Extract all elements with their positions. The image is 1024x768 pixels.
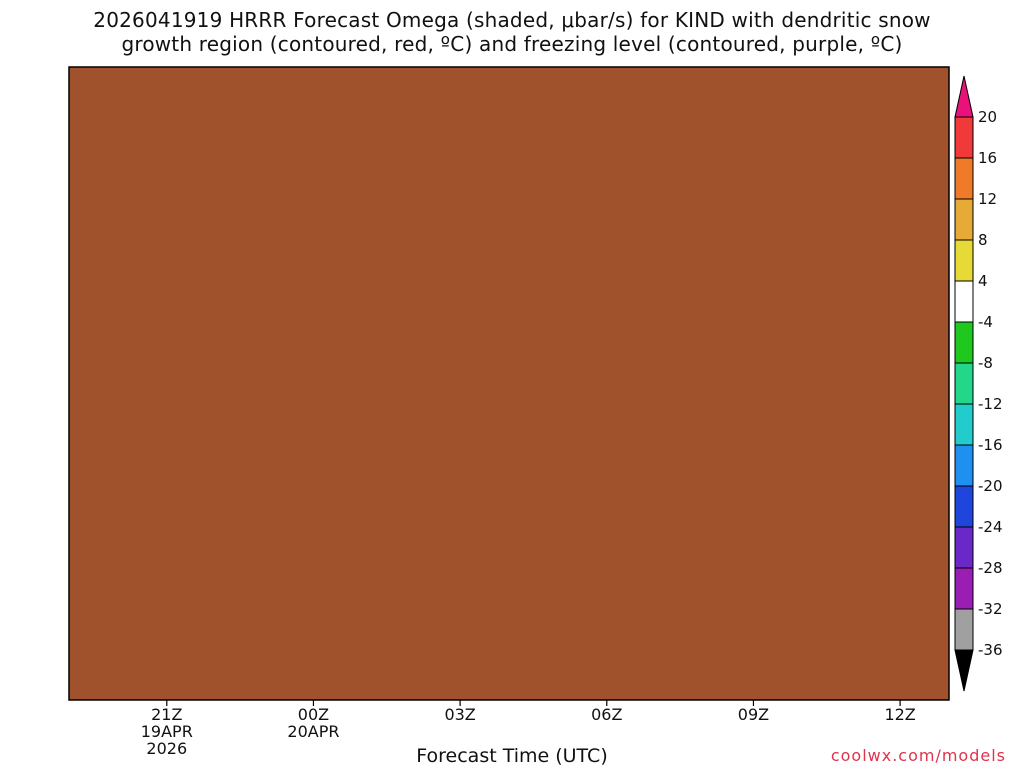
colorbar-label: -28 [978, 559, 1003, 577]
terrain-ground [69, 67, 949, 700]
colorbar-label: -20 [978, 477, 1003, 495]
plot-frame [68, 66, 950, 701]
chart-title-line-2: growth region (contoured, red, ºC) and f… [121, 32, 903, 56]
colorbar-segment [954, 362, 974, 405]
x-tick-label: 2026 [146, 739, 187, 758]
colorbar-segment [954, 567, 974, 610]
colorbar-segment [954, 239, 974, 282]
colorbar-segment [954, 321, 974, 364]
x-tick-label: 21Z [151, 705, 182, 724]
colorbar-top-arrow [954, 75, 974, 118]
x-axis-label: Forecast Time (UTC) [416, 745, 608, 767]
colorbar-label: 12 [978, 190, 997, 208]
chart-title-line-1: 2026041919 HRRR Forecast Omega (shaded, … [93, 8, 931, 32]
colorbar-segment [954, 444, 974, 487]
colorbar-segment [954, 116, 974, 159]
colorbar-segment [954, 526, 974, 569]
colorbar-segment [954, 198, 974, 241]
colorbar-label: 4 [978, 272, 988, 290]
colorbar-segment [954, 403, 974, 446]
colorbar-segment [954, 157, 974, 200]
x-tick-label: 00Z [298, 705, 329, 724]
x-tick-label: 19APR [141, 722, 193, 741]
colorbar-label: -4 [978, 313, 993, 331]
colorbar: 20 16 12 8 4 -4 -8 -12 -16 -20 -24 -28 -32 -36 [954, 75, 1003, 692]
colorbar-label: -16 [978, 436, 1003, 454]
colorbar-label: -24 [978, 518, 1003, 536]
x-tick-label: 03Z [444, 705, 475, 724]
colorbar-segment [954, 485, 974, 528]
x-tick-label: 09Z [738, 705, 769, 724]
terrain-fill [69, 67, 949, 700]
site-credit[interactable]: coolwx.com/models [830, 746, 1006, 765]
colorbar-label: -12 [978, 395, 1003, 413]
colorbar-bottom-arrow [954, 649, 974, 692]
colorbar-segment [954, 608, 974, 651]
colorbar-label: -36 [978, 641, 1003, 659]
x-tick-label: 06Z [591, 705, 622, 724]
colorbar-label: -8 [978, 354, 993, 372]
colorbar-label: 16 [978, 149, 997, 167]
colorbar-label: 20 [978, 108, 997, 126]
x-tick-label: 12Z [884, 705, 915, 724]
colorbar-label: -32 [978, 600, 1003, 618]
colorbar-segment [954, 280, 974, 323]
x-tick-label: 20APR [287, 722, 339, 741]
colorbar-label: 8 [978, 231, 988, 249]
